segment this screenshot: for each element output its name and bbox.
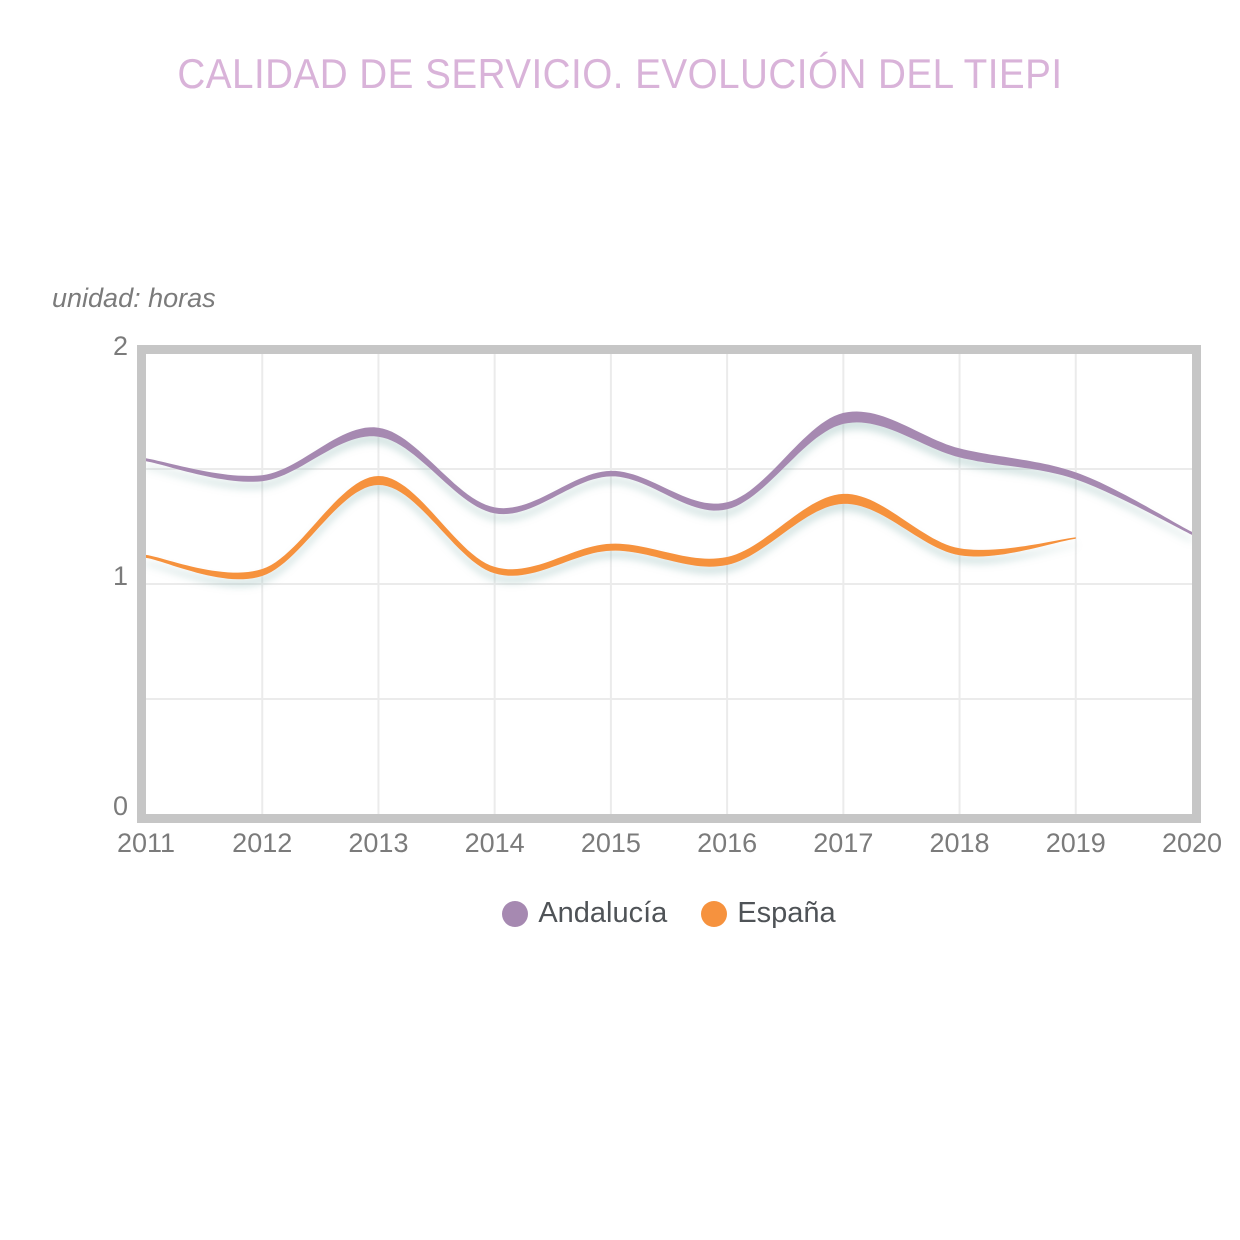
y-tick-label: 0	[112, 791, 128, 821]
x-tick-label: 2011	[116, 828, 176, 858]
legend-label-andalucia: Andalucía	[538, 897, 668, 929]
legend: Andalucía España	[138, 897, 1200, 930]
x-tick-label: 2016	[697, 828, 758, 858]
x-tick-label: 2014	[464, 828, 525, 858]
legend-label-espana: España	[737, 897, 836, 929]
x-tick-label: 2018	[929, 828, 990, 858]
x-tick-label: 2017	[813, 828, 874, 858]
legend-dot-andalucia	[502, 900, 529, 927]
x-tick-label: 2019	[1045, 828, 1106, 858]
plot-border	[137, 345, 1201, 823]
legend-dot-espana	[701, 900, 728, 927]
x-tick-label: 2015	[580, 828, 641, 858]
chart-title: CALIDAD DE SERVICIO. EVOLUCIÓN DEL TIEPI	[177, 50, 1063, 97]
unit-label: unidad: horas	[52, 283, 216, 313]
line-chart-plot	[137, 345, 1201, 823]
x-tick-label: 2020	[1161, 828, 1223, 858]
y-tick-label: 2	[112, 331, 128, 361]
legend-item-espana[interactable]: España	[701, 897, 836, 930]
x-tick-label: 2012	[232, 828, 293, 858]
legend-item-andalucia[interactable]: Andalucía	[502, 897, 667, 930]
series-line-andalucia	[146, 411, 1192, 535]
gridlines	[146, 354, 1192, 814]
y-tick-label: 1	[112, 561, 128, 591]
x-tick-label: 2013	[348, 828, 409, 858]
series-line-espana	[146, 476, 1076, 580]
